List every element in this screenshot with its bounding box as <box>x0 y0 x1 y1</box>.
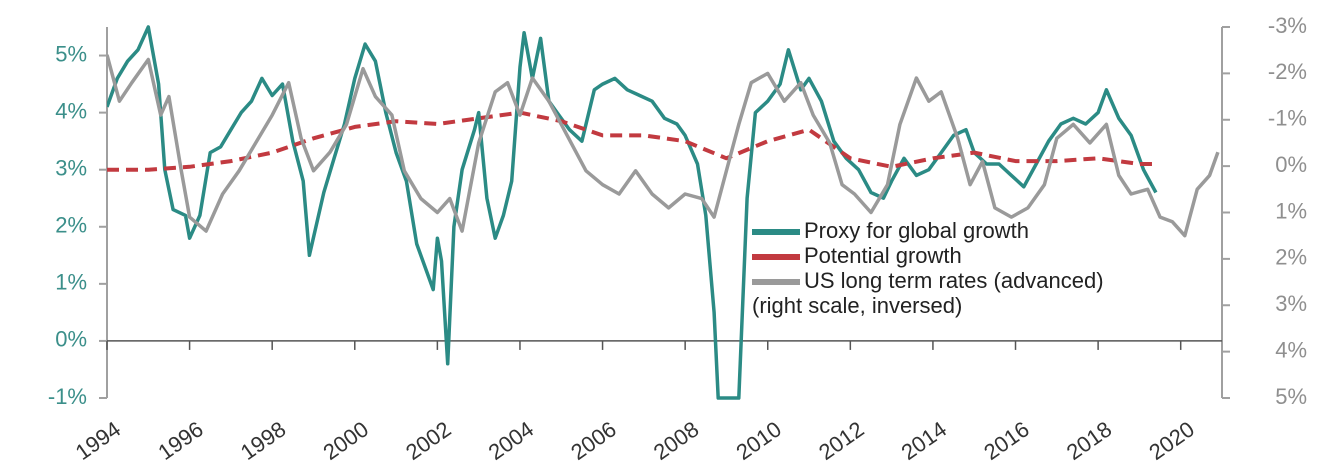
legend-label: Proxy for global growth <box>804 218 1029 243</box>
x-tick-label: 1996 <box>153 416 207 465</box>
series-line <box>107 25 1158 400</box>
y2-tick-label: 5% <box>1275 384 1307 409</box>
x-tick-label: 2006 <box>566 416 620 465</box>
y-tick-label: 1% <box>55 270 87 295</box>
y2-tick-label: -1% <box>1268 106 1307 131</box>
x-tick-label: 2008 <box>649 416 703 465</box>
legend-label: US long term rates (advanced) <box>804 268 1104 293</box>
x-tick-label: 2016 <box>979 416 1033 465</box>
x-tick-label: 2000 <box>319 416 373 465</box>
x-tick-label: 2018 <box>1062 416 1116 465</box>
y-tick-label: 2% <box>55 213 87 238</box>
y2-tick-label: -2% <box>1268 59 1307 84</box>
x-tick-label: 2012 <box>814 416 868 465</box>
y2-tick-label: 1% <box>1275 198 1307 223</box>
y-tick-label: 5% <box>55 41 87 66</box>
y-tick-label: -1% <box>48 384 87 409</box>
x-tick-label: 2020 <box>1144 416 1198 465</box>
y-tick-label: 3% <box>55 156 87 181</box>
x-tick-label: 2002 <box>401 416 455 465</box>
x-tick-label: 1994 <box>71 416 125 465</box>
y-tick-label: 0% <box>55 327 87 352</box>
x-tick-label: 2010 <box>732 416 786 465</box>
series-line <box>107 110 1156 172</box>
series-line <box>107 54 1220 238</box>
x-tick-label: 2004 <box>484 416 538 465</box>
legend-label: Potential growth <box>804 243 962 268</box>
y2-tick-label: -3% <box>1268 13 1307 38</box>
y2-tick-label: 0% <box>1275 152 1307 177</box>
x-tick-label: 2014 <box>897 416 951 465</box>
y2-tick-label: 2% <box>1275 245 1307 270</box>
y2-tick-label: 3% <box>1275 291 1307 316</box>
legend-note: (right scale, inversed) <box>752 293 962 318</box>
y-tick-label: 4% <box>55 98 87 123</box>
x-tick-label: 1998 <box>236 416 290 465</box>
y2-tick-label: 4% <box>1275 337 1307 362</box>
